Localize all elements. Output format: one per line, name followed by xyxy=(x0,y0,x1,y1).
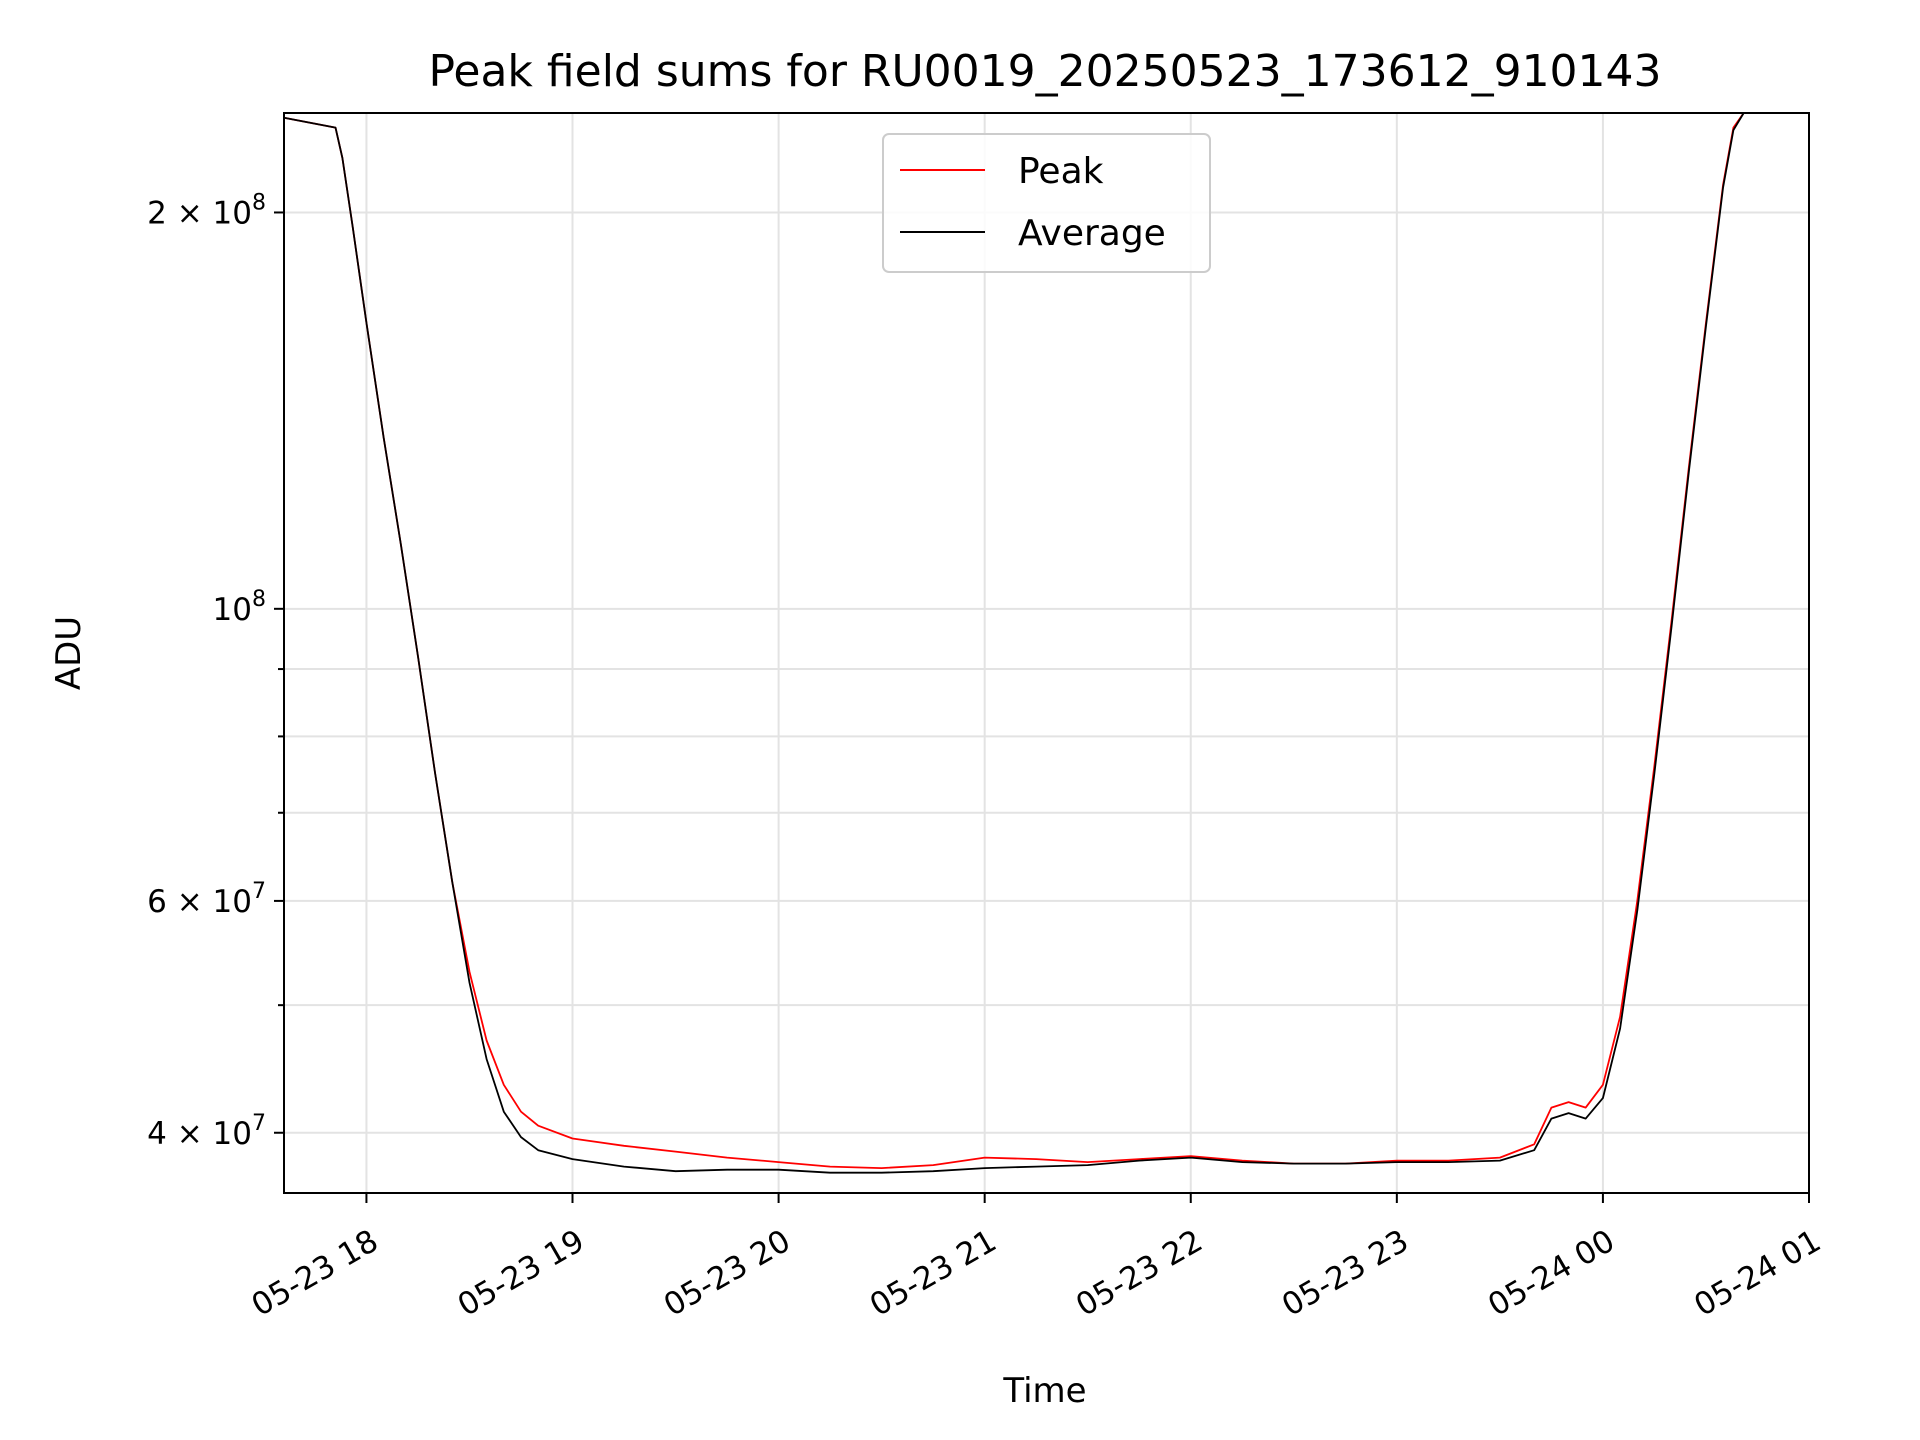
plot-frame xyxy=(283,112,1810,1194)
x-tick-label: 05-23 18 xyxy=(246,1223,385,1324)
x-tick-label: 05-23 20 xyxy=(658,1223,797,1324)
y-tick-label: 2 × 108 xyxy=(147,190,266,231)
y-tick-label: 6 × 107 xyxy=(147,879,266,920)
x-tick-label: 05-24 01 xyxy=(1688,1223,1827,1324)
legend: Peak Average xyxy=(882,133,1211,273)
x-tick-label: 05-23 19 xyxy=(452,1223,591,1324)
legend-box xyxy=(882,133,1211,273)
x-tick-label: 05-23 21 xyxy=(864,1223,1003,1324)
y-axis-label: ADU xyxy=(49,616,89,690)
y-tick-label: 108 xyxy=(213,587,266,628)
x-axis-label: Time xyxy=(1002,1371,1086,1411)
y-tick-label: 4 × 107 xyxy=(147,1111,266,1152)
grid xyxy=(284,113,1810,1193)
legend-average-label: Average xyxy=(1018,213,1166,254)
x-tick-label: 05-23 23 xyxy=(1276,1223,1415,1324)
legend-peak-label: Peak xyxy=(1018,151,1104,192)
x-tick-label: 05-23 22 xyxy=(1070,1223,1209,1324)
ticks: 05-23 18 05-23 19 05-23 20 05-23 21 05-23 22… xyxy=(147,190,1827,1323)
series-line-average xyxy=(283,112,1809,1174)
x-tick-label: 05-24 00 xyxy=(1482,1223,1621,1324)
series-group xyxy=(283,112,1809,1174)
chart-title: Peak field sums for RU0019_20250523_1736… xyxy=(428,46,1661,97)
